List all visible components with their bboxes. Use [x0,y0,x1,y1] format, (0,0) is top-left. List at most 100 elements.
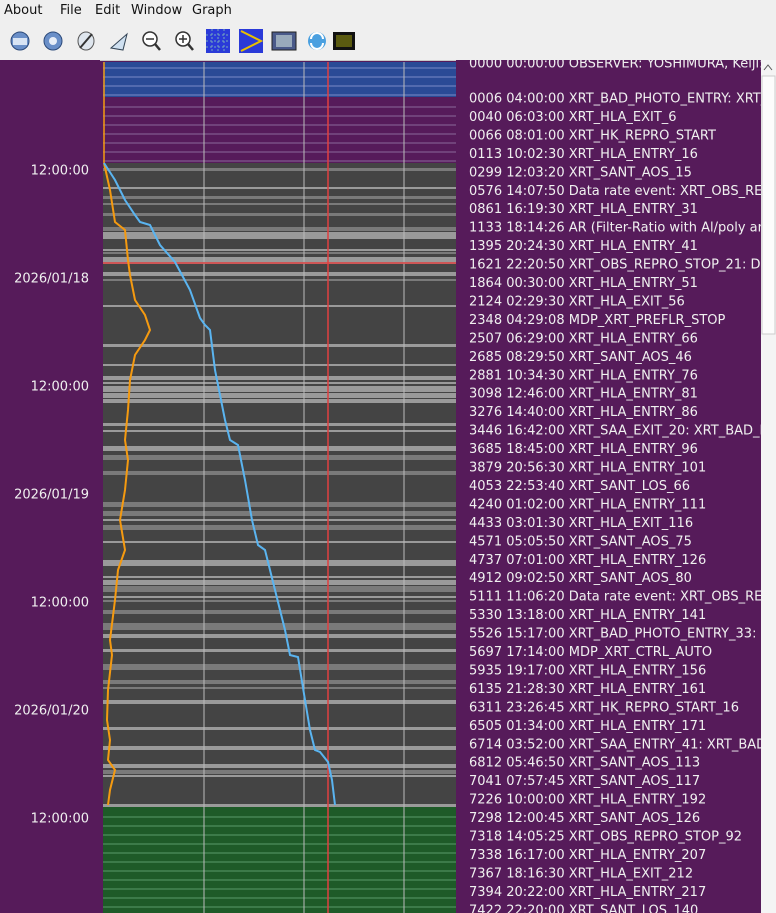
stripe [103,471,456,475]
log-entry[interactable]: 2881 10:34:30 XRT_HLA_ENTRY_76 [469,368,698,383]
stripe [103,519,456,521]
log-entry[interactable]: 2348 04:29:08 MDP_XRT_PREFLR_STOP [469,313,725,328]
log-entry[interactable]: 1133 18:14:26 AR (Filter-Ratio with Al/p… [469,221,776,236]
stripe [103,600,456,602]
log-entry[interactable]: 4571 05:05:50 XRT_SANT_AOS_75 [469,534,692,549]
menu-item[interactable]: Window [131,3,183,18]
tool-button[interactable] [109,32,128,51]
log-entry[interactable]: 4912 09:02:50 XRT_SANT_AOS_80 [469,571,692,586]
stripe [103,687,456,689]
stripe [103,344,456,347]
tool-button[interactable] [308,32,326,50]
band-lines [103,67,456,908]
log-panel [456,60,761,913]
log-entry[interactable]: 5697 17:14:00 MDP_XRT_CTRL_AUTO [469,645,712,660]
stripe [103,586,456,592]
time-label: 12:00:00 [31,596,89,611]
tool-button[interactable] [43,31,63,51]
orange-trace [103,162,152,806]
log-entry[interactable]: 4053 22:53:40 XRT_SANT_LOS_66 [469,479,690,494]
stripe [103,187,456,189]
menu-item[interactable]: Edit [95,3,121,18]
stripe [103,227,456,231]
toolbar [0,22,776,61]
log-entry[interactable]: 0040 06:03:00 XRT_HLA_EXIT_6 [469,110,677,125]
log-entry[interactable]: 7318 14:05:25 XRT_OBS_REPRO_STOP_92 [469,830,742,845]
log-entry[interactable]: 4737 07:01:00 XRT_HLA_ENTRY_126 [469,553,706,568]
log-entry[interactable]: 5526 15:17:00 XRT_BAD_PHOTO_ENTRY_33: SS… [469,627,776,642]
log-entry[interactable]: 3098 12:46:00 XRT_HLA_ENTRY_81 [469,387,698,402]
log-entry[interactable]: 2507 06:29:00 XRT_HLA_ENTRY_66 [469,331,698,346]
log-entry[interactable]: 6311 23:26:45 XRT_HK_REPRO_START_16 [469,700,739,715]
stripe [103,649,456,652]
stripe [103,257,456,264]
log-entry[interactable]: 3685 18:45:00 XRT_HLA_ENTRY_96 [469,442,698,457]
log-entry[interactable]: 7367 18:16:30 XRT_HLA_EXIT_212 [469,866,693,881]
log-entry[interactable]: 5935 19:17:00 XRT_HLA_ENTRY_156 [469,663,706,678]
stripe [103,680,456,684]
log-entry[interactable]: 1395 20:24:30 XRT_HLA_ENTRY_41 [469,239,698,254]
log-entry[interactable]: 1864 00:30:00 XRT_HLA_ENTRY_51 [469,276,698,291]
band-blue [103,62,456,97]
scrollbar-thumb[interactable] [761,75,776,335]
log-entry[interactable]: 7041 07:57:45 XRT_SANT_AOS_117 [469,774,700,789]
log-entry[interactable]: 4240 01:02:00 XRT_HLA_ENTRY_111 [469,497,706,512]
tool-button[interactable] [77,31,95,51]
log-entry[interactable]: 6135 21:28:30 XRT_HLA_ENTRY_161 [469,682,706,697]
log-entry[interactable]: 4433 03:01:30 XRT_HLA_EXIT_116 [469,516,693,531]
log-entry[interactable]: 0113 10:02:30 XRT_HLA_ENTRY_16 [469,147,698,162]
log-entry[interactable]: 5330 13:18:00 XRT_HLA_ENTRY_141 [469,608,706,623]
log-entry[interactable]: 0066 08:01:00 XRT_HK_REPRO_START [469,128,716,143]
menu-bar: About File Edit Window Graph [0,0,776,22]
log-entry[interactable]: 7298 12:00:45 XRT_SANT_AOS_126 [469,811,700,826]
tool-button[interactable] [239,29,264,53]
tool-button[interactable] [142,31,161,51]
stripe [103,634,456,638]
log-entry[interactable]: 0861 16:19:30 XRT_HLA_ENTRY_31 [469,202,698,217]
log-entry[interactable]: 3446 16:42:00 XRT_SAA_EXIT_20: XRT_BAD_P… [469,424,776,439]
scroll-up-arrow[interactable] [763,64,773,71]
stripe [103,376,456,380]
tool-button[interactable] [333,32,355,50]
log-entry[interactable]: 2124 02:29:30 XRT_HLA_EXIT_56 [469,294,685,309]
log-entry[interactable]: 6505 01:34:00 XRT_HLA_ENTRY_171 [469,719,706,734]
log-entry[interactable]: 6812 05:46:50 XRT_SANT_AOS_113 [469,756,700,771]
time-label: 2026/01/19 [14,488,89,503]
menu-item[interactable]: About [4,3,43,18]
log-entry[interactable]: 7394 20:22:00 XRT_HLA_ENTRY_217 [469,885,706,900]
stripe [103,203,456,205]
main-view: 12:00:00 2026/01/18 12:00:00 2026/01/19 12:0… [0,60,776,913]
log-entry[interactable]: 3276 14:40:00 XRT_HLA_ENTRY_86 [469,405,698,420]
log-entry[interactable]: 7338 16:17:00 XRT_HLA_ENTRY_207 [469,848,706,863]
log-entry[interactable]: 0576 14:07:50 Data rate event: XRT_OBS_R… [469,184,776,199]
stripe [103,664,456,670]
log-entry[interactable]: 0006 04:00:00 XRT_BAD_PHOTO_ENTRY: XRT_P… [469,92,776,107]
log-entry[interactable]: 0000 00:00:00 OBSERVER: YOSHIMURA, Keiji… [469,60,776,72]
time-label: 12:00:00 [31,164,89,179]
stripe [103,249,456,251]
log-entry[interactable]: 6714 03:52:00 XRT_SAA_ENTRY_41: XRT_BAD_… [469,737,776,752]
tool-button[interactable] [206,29,230,53]
log-entry[interactable]: 2685 08:29:50 XRT_SANT_AOS_46 [469,350,692,365]
log-entry[interactable]: 5111 11:06:20 Data rate event: XRT_OBS_R… [469,590,776,605]
stripe [103,770,456,774]
menu-item[interactable]: Graph [192,3,232,18]
menu-item[interactable]: File [60,3,82,18]
stripe [103,272,456,276]
log-entry[interactable]: 3879 20:56:30 XRT_HLA_ENTRY_101 [469,461,706,476]
tool-button[interactable] [10,31,30,51]
time-axis-panel [0,60,100,913]
tool-button[interactable] [175,31,194,51]
vertical-grid [203,62,405,913]
stripe [103,446,456,451]
tool-button[interactable] [271,31,297,51]
stripe [103,382,456,384]
log-entry[interactable]: 7422 22:20:00 XRT_SANT_LOS_140 [469,903,698,913]
log-entry[interactable]: 0299 12:03:20 XRT_SANT_AOS_15 [469,165,692,180]
log-entry[interactable]: 7226 10:00:00 XRT_HLA_ENTRY_192 [469,793,706,808]
blue-trace [103,162,336,806]
log-entry[interactable]: 1621 22:20:50 XRT_OBS_REPRO_STOP_21: Dow… [469,258,776,273]
stripe [103,455,456,460]
